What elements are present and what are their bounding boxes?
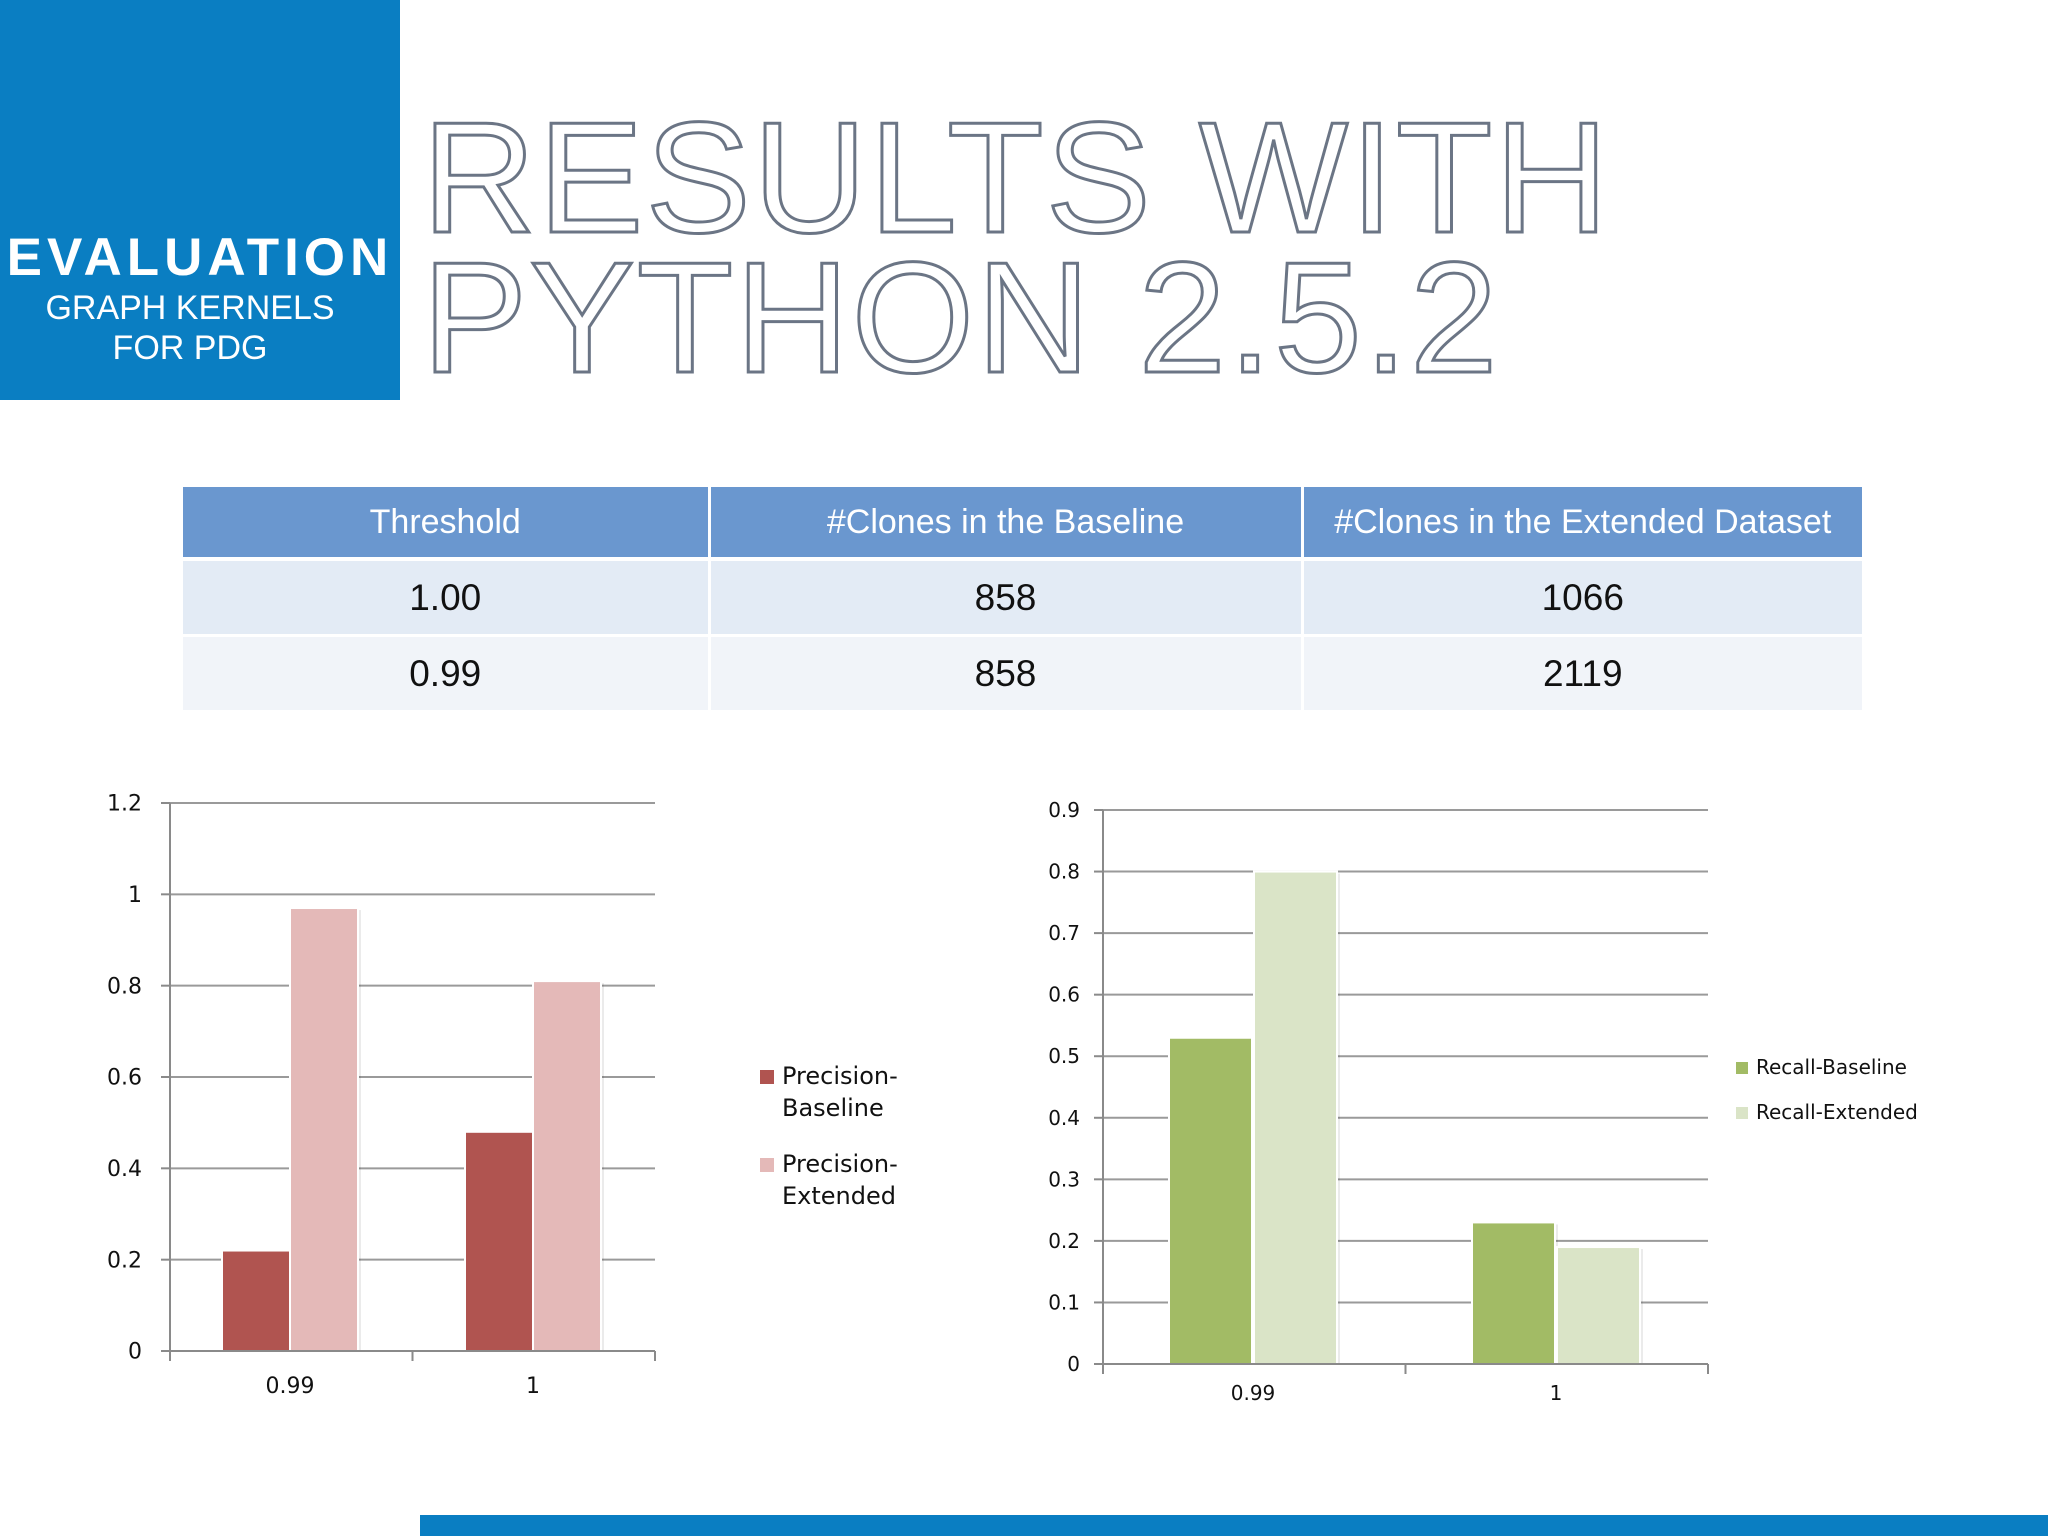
bar-precision-extended-0.99 xyxy=(289,907,359,1352)
table-cell: 858 xyxy=(709,635,1304,713)
legend-label: Precision- xyxy=(782,1062,898,1090)
y-tick-label: 0.4 xyxy=(1048,1106,1080,1130)
x-tick-label: 1 xyxy=(1550,1381,1563,1405)
legend-label: Baseline xyxy=(782,1094,884,1122)
section-label-box: EVALUATION GRAPH KERNELS FOR PDG xyxy=(0,0,400,400)
y-tick-label: 1.2 xyxy=(107,792,142,817)
column-header-baseline-clones: #Clones in the Baseline xyxy=(709,487,1304,561)
legend-swatch xyxy=(1736,1062,1748,1074)
bar-recall-baseline-0.99 xyxy=(1168,1036,1253,1366)
column-header-threshold: Threshold xyxy=(183,487,711,561)
legend-swatch xyxy=(760,1070,774,1084)
table-row: 0.99 858 2119 xyxy=(183,635,1862,713)
y-tick-label: 0.5 xyxy=(1048,1044,1080,1068)
y-tick-label: 0.3 xyxy=(1048,1167,1080,1191)
results-table: Threshold #Clones in the Baseline #Clone… xyxy=(183,487,1862,713)
y-tick-label: 0.4 xyxy=(107,1157,142,1182)
section-subtitle-line-1: GRAPH KERNELS xyxy=(45,289,335,327)
bar-recall-extended-0.99 xyxy=(1253,870,1338,1365)
legend-label: Recall-Baseline xyxy=(1756,1055,1907,1079)
bar-precision-extended-1 xyxy=(532,980,602,1352)
bar-recall-baseline-1 xyxy=(1471,1221,1556,1366)
y-tick-label: 0.8 xyxy=(107,974,142,999)
y-tick-label: 0.6 xyxy=(1048,983,1080,1007)
slide-title-line-1: RESULTS WITH xyxy=(421,90,1611,266)
y-tick-label: 0.7 xyxy=(1048,921,1080,945)
legend-swatch xyxy=(760,1158,774,1172)
column-header-extended-clones: #Clones in the Extended Dataset xyxy=(1302,487,1862,561)
legend-swatch xyxy=(1736,1107,1748,1119)
footer-bar xyxy=(420,1515,2048,1536)
bar-recall-extended-1 xyxy=(1556,1246,1641,1365)
legend-label: Extended xyxy=(782,1182,896,1210)
y-tick-label: 0.9 xyxy=(1048,798,1080,822)
y-tick-label: 0.6 xyxy=(107,1066,142,1091)
x-tick-label: 0.99 xyxy=(1231,1381,1276,1405)
table-cell: 2119 xyxy=(1302,635,1862,713)
y-tick-label: 1 xyxy=(128,883,142,908)
section-subtitle: GRAPH KERNELS FOR PDG xyxy=(0,288,380,368)
bar-precision-baseline-1 xyxy=(464,1130,534,1353)
table-cell: 1.00 xyxy=(183,559,711,637)
table-cell: 1066 xyxy=(1302,559,1862,637)
section-subtitle-line-2: FOR PDG xyxy=(112,329,268,367)
y-tick-label: 0.8 xyxy=(1048,860,1080,884)
x-tick-label: 0.99 xyxy=(266,1374,315,1399)
legend-label: Precision- xyxy=(782,1150,898,1178)
y-tick-label: 0.1 xyxy=(1048,1290,1080,1314)
y-tick-label: 0 xyxy=(1067,1352,1080,1376)
legend-label: Recall-Extended xyxy=(1756,1100,1918,1124)
slide-title-line-2: PYTHON 2.5.2 xyxy=(421,230,1500,406)
table-cell: 858 xyxy=(709,559,1304,637)
y-tick-label: 0.2 xyxy=(107,1248,142,1273)
slide-title: RESULTS WITH PYTHON 2.5.2 xyxy=(421,90,1611,406)
table-cell: 0.99 xyxy=(183,635,711,713)
y-tick-label: 0 xyxy=(128,1340,142,1365)
x-tick-label: 1 xyxy=(526,1374,540,1399)
table-header-row: Threshold #Clones in the Baseline #Clone… xyxy=(183,487,1862,561)
section-title: EVALUATION xyxy=(6,228,394,287)
table-row: 1.00 858 1066 xyxy=(183,559,1862,637)
y-tick-label: 0.2 xyxy=(1048,1229,1080,1253)
